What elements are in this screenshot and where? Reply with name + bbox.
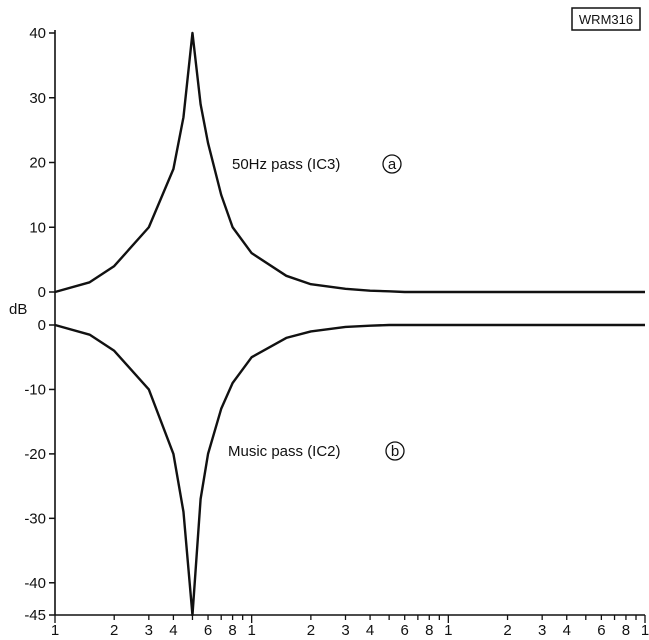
annotation-bottom-marker: b [391,443,399,460]
x-tick-label: 3 [538,622,546,639]
annotation-top-marker-circle [382,154,402,174]
x-tick-label: 2 [307,622,315,639]
badge-label: WRM316 [579,12,633,27]
x-tick-label: 1 [247,622,255,639]
y-tick-label: -10 [24,381,46,398]
y-tick-label: 30 [29,90,46,107]
y-tick-label: 0 [38,284,46,301]
x-tick-label: 1 [641,622,649,639]
x-tick-label: 2 [110,622,118,639]
x-tick-label: 4 [366,622,374,639]
series-music-pass-line [54,323,645,617]
x-tick-label: 4 [563,622,571,639]
x-tick-label: 3 [341,622,349,639]
x-tick-label: 6 [597,622,605,639]
badge-box [571,7,641,31]
y-unit-label: dB [9,301,27,318]
annotation-top-marker: a [388,156,397,173]
x-tick-label: 8 [228,622,236,639]
x-tick-label: 8 [425,622,433,639]
x-tick-label: 3 [145,622,153,639]
x-tick-label: 8 [622,622,630,639]
x-tick-label: 6 [401,622,409,639]
x-tick-label: 1 [51,622,59,639]
y-tick-label: 40 [29,25,46,42]
y-tick-label: -40 [24,575,46,592]
y-tick-label: -30 [24,510,46,527]
y-tick-label: -20 [24,446,46,463]
annotation-bottom: Music pass (IC2) [228,443,341,460]
x-tick-label: 2 [503,622,511,639]
x-tick-label: 1 [444,622,452,639]
series-50hz-pass-line [54,31,645,294]
y-tick-label: 10 [29,219,46,236]
y-tick-label: 20 [29,155,46,172]
annotation-bottom-marker-circle [385,441,405,461]
annotation-top: 50Hz pass (IC3) [232,156,340,173]
x-tick-label: 4 [169,622,177,639]
y-tick-label: 0 [38,317,46,334]
x-tick-label: 6 [204,622,212,639]
y-tick-label: -45 [24,607,46,624]
